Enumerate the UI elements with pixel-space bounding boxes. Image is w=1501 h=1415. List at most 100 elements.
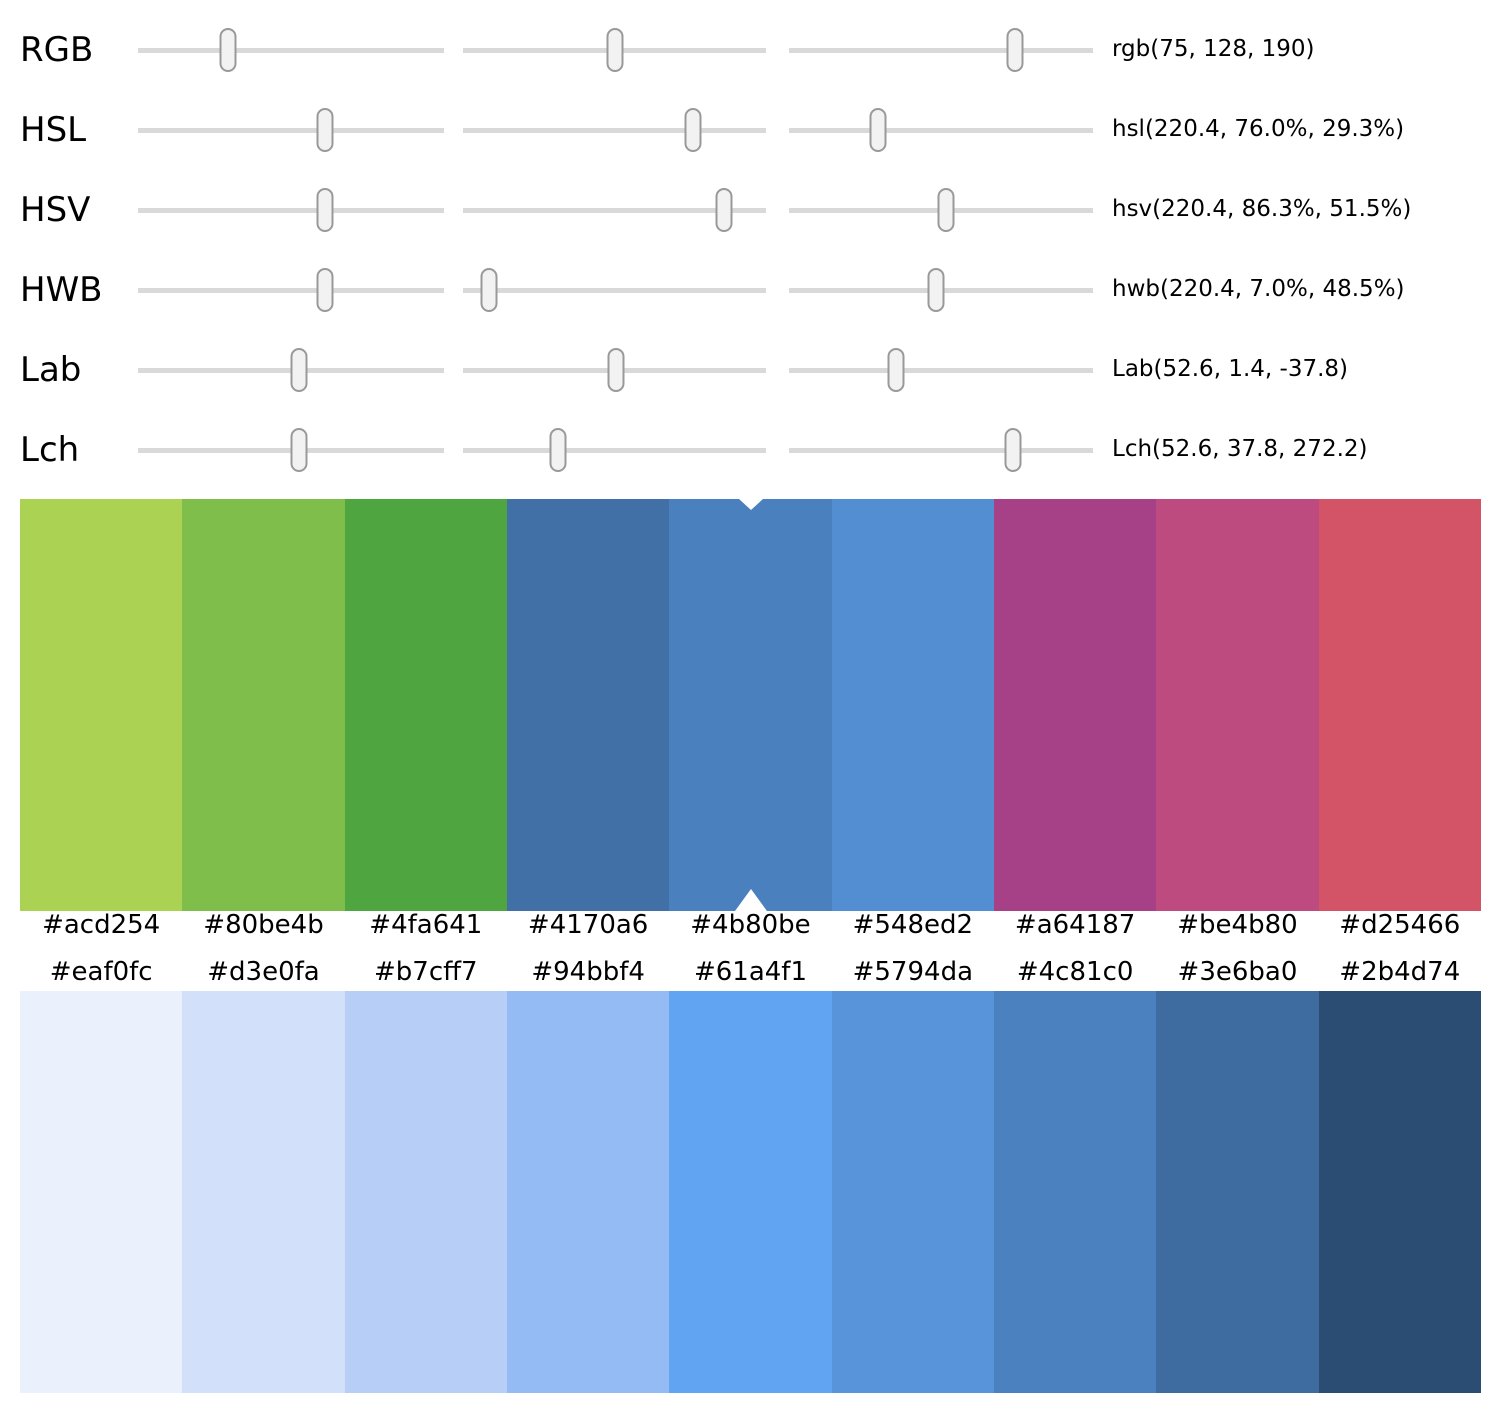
slider-track-hsl-2[interactable] — [463, 107, 766, 153]
hue-swatch-2[interactable] — [182, 499, 345, 911]
slider-track-lab-3[interactable] — [789, 347, 1093, 393]
slider-track-hsl-3[interactable] — [789, 107, 1093, 153]
tint-swatch-8[interactable] — [1156, 991, 1319, 1393]
hue-swatch-6[interactable] — [831, 499, 994, 911]
tint-hex-label-2: #d3e0fa — [207, 957, 320, 987]
hue-swatch-4[interactable] — [506, 499, 670, 911]
slider-track-lch-2[interactable] — [463, 427, 766, 473]
tint-hex-label-9: #2b4d74 — [1339, 957, 1461, 987]
slider-handle-lch-3[interactable] — [1004, 428, 1022, 472]
slider-handle-hwb-1[interactable] — [316, 268, 334, 312]
hue-swatch-3[interactable] — [344, 499, 507, 911]
slider-track-line — [789, 127, 1093, 133]
tint-hex-label-5: #61a4f1 — [693, 957, 807, 987]
slider-track-hwb-3[interactable] — [789, 267, 1093, 313]
slider-track-line — [789, 447, 1093, 453]
slider-track-rgb-3[interactable] — [789, 27, 1093, 73]
slider-track-lch-1[interactable] — [138, 427, 444, 473]
hue-swatch-7[interactable] — [993, 499, 1157, 911]
tint-swatch-9[interactable] — [1318, 991, 1481, 1393]
slider-row-lch: Lch Lch(52.6, 37.8, 272.2) — [0, 410, 1501, 490]
slider-track-line — [138, 287, 444, 293]
color-value-readout: Lab(52.6, 1.4, -37.8) — [1112, 356, 1348, 383]
slider-track-hsl-1[interactable] — [138, 107, 444, 153]
slider-track-hsv-3[interactable] — [789, 187, 1093, 233]
slider-handle-hsl-2[interactable] — [684, 108, 702, 152]
slider-handle-hsv-3[interactable] — [937, 188, 955, 232]
slider-row-lab: Lab Lab(52.6, 1.4, -37.8) — [0, 330, 1501, 410]
slider-handle-lab-3[interactable] — [887, 348, 905, 392]
hue-hex-label-6: #548ed2 — [852, 910, 974, 940]
hue-swatch-8[interactable] — [1156, 499, 1319, 911]
hue-hex-label-7: #a64187 — [1014, 910, 1136, 940]
hue-palette — [20, 499, 1481, 911]
slider-handle-rgb-2[interactable] — [606, 28, 624, 72]
slider-handle-lab-1[interactable] — [290, 348, 308, 392]
tint-swatch-3[interactable] — [344, 991, 507, 1393]
slider-handle-rgb-3[interactable] — [1006, 28, 1024, 72]
color-model-label: HSL — [20, 110, 87, 150]
slider-track-hsv-1[interactable] — [138, 187, 444, 233]
slider-handle-rgb-1[interactable] — [219, 28, 237, 72]
color-model-label: Lch — [20, 430, 80, 470]
hue-swatch-1[interactable] — [20, 499, 183, 911]
hue-swatch-5[interactable] — [669, 499, 832, 911]
color-model-label: RGB — [20, 30, 94, 70]
tint-hex-label-6: #5794da — [852, 957, 973, 987]
tint-swatch-1[interactable] — [20, 991, 183, 1393]
slider-track-hwb-1[interactable] — [138, 267, 444, 313]
tint-shade-palette — [20, 991, 1481, 1393]
slider-track-rgb-2[interactable] — [463, 27, 766, 73]
color-model-label: HWB — [20, 270, 103, 310]
hue-hex-label-3: #4fa641 — [369, 910, 483, 940]
slider-handle-lch-1[interactable] — [290, 428, 308, 472]
tint-hex-labels: #eaf0fc #d3e0fa #b7cff7 #94bbf4 #61a4f1 #5794… — [20, 957, 1481, 987]
slider-handle-hsl-1[interactable] — [316, 108, 334, 152]
slider-handle-hsv-2[interactable] — [715, 188, 733, 232]
slider-row-hsv: HSV hsv(220.4, 86.3%, 51.5%) — [0, 170, 1501, 250]
slider-row-hwb: HWB hwb(220.4, 7.0%, 48.5%) — [0, 250, 1501, 330]
slider-track-line — [463, 207, 766, 213]
hue-hex-label-9: #d25466 — [1339, 910, 1461, 940]
hue-hex-label-2: #80be4b — [203, 910, 324, 940]
tint-hex-label-4: #94bbf4 — [531, 957, 645, 987]
color-model-label: Lab — [20, 350, 82, 390]
slider-track-rgb-1[interactable] — [138, 27, 444, 73]
color-value-readout: rgb(75, 128, 190) — [1112, 36, 1315, 63]
slider-track-line — [789, 367, 1093, 373]
tint-hex-label-3: #b7cff7 — [374, 957, 478, 987]
color-value-readout: hsv(220.4, 86.3%, 51.5%) — [1112, 196, 1412, 223]
slider-track-lab-2[interactable] — [463, 347, 766, 393]
slider-track-hwb-2[interactable] — [463, 267, 766, 313]
tint-swatch-5[interactable] — [669, 991, 832, 1393]
color-value-readout: hwb(220.4, 7.0%, 48.5%) — [1112, 276, 1405, 303]
tint-swatch-6[interactable] — [831, 991, 994, 1393]
slider-handle-hwb-3[interactable] — [927, 268, 945, 312]
color-value-readout: Lch(52.6, 37.8, 272.2) — [1112, 436, 1368, 463]
slider-track-line — [138, 127, 444, 133]
slider-handle-lab-2[interactable] — [607, 348, 625, 392]
hue-hex-label-8: #be4b80 — [1177, 910, 1298, 940]
slider-handle-hsv-1[interactable] — [316, 188, 334, 232]
slider-track-lab-1[interactable] — [138, 347, 444, 393]
tint-hex-label-8: #3e6ba0 — [1177, 957, 1298, 987]
slider-track-line — [463, 447, 766, 453]
slider-handle-hsl-3[interactable] — [869, 108, 887, 152]
tint-swatch-7[interactable] — [993, 991, 1157, 1393]
tint-swatch-4[interactable] — [506, 991, 670, 1393]
slider-row-hsl: HSL hsl(220.4, 76.0%, 29.3%) — [0, 90, 1501, 170]
hue-hex-labels: #acd254 #80be4b #4fa641 #4170a6 #4b80be #548e… — [20, 910, 1481, 940]
slider-track-line — [463, 127, 766, 133]
slider-track-hsv-2[interactable] — [463, 187, 766, 233]
slider-handle-lch-2[interactable] — [549, 428, 567, 472]
tint-hex-label-7: #4c81c0 — [1016, 957, 1134, 987]
slider-track-lch-3[interactable] — [789, 427, 1093, 473]
slider-handle-hwb-2[interactable] — [480, 268, 498, 312]
slider-track-line — [463, 287, 766, 293]
tint-swatch-2[interactable] — [182, 991, 345, 1393]
color-model-label: HSV — [20, 190, 91, 230]
hue-swatch-9[interactable] — [1318, 499, 1481, 911]
color-value-readout: hsl(220.4, 76.0%, 29.3%) — [1112, 116, 1405, 143]
tint-hex-label-1: #eaf0fc — [49, 957, 153, 987]
